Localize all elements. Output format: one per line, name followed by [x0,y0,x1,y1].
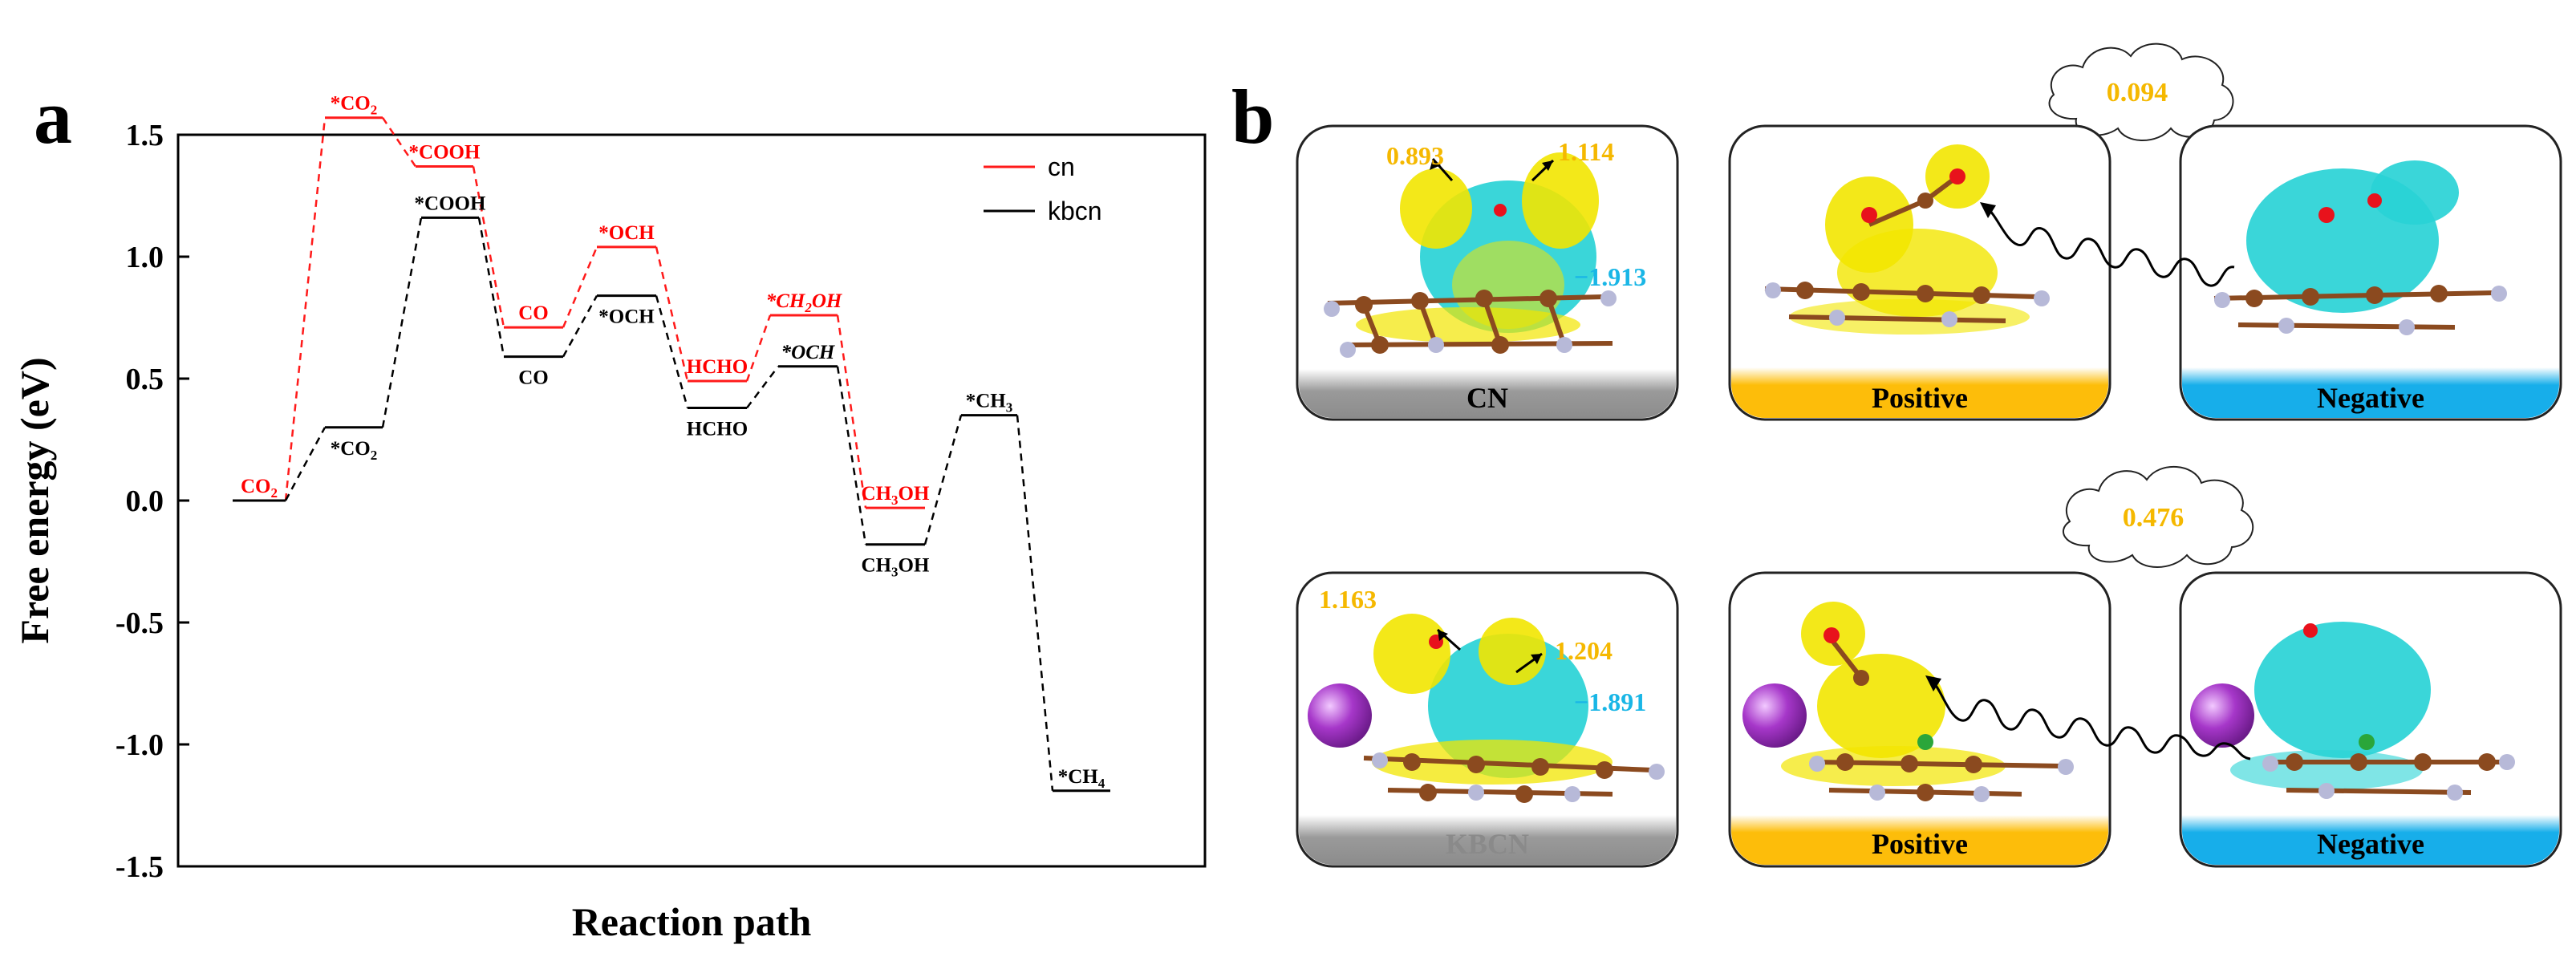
kbcn-energy-levels [233,216,1110,793]
cloud-value-cn: 0.094 [2107,78,2168,107]
plot-frame [176,133,1207,868]
box-kbcn-density: 1.163 1.204 −1.891 KBCN [1296,571,1679,868]
cloud-shape [2063,466,2254,568]
kbcn-connector [284,427,327,501]
band-gray [1299,369,1676,418]
cn-state-label: HCHO [687,356,748,378]
cn-state-label: *CO2 [331,93,378,118]
box-positive-cn: Positive [1728,124,2112,421]
cn-connector-lines [284,117,867,509]
kbcn-connector [562,295,598,358]
y-tick-label: -0.5 [116,606,164,640]
kbcn-connector [746,366,779,409]
cn-connector [562,246,598,328]
x-axis-title: Reaction path [572,899,812,944]
charge-label-c2: 1.114 [1558,137,1614,166]
cn-connector [284,117,327,501]
kbcn-state-label: *CO2 [331,438,378,463]
kbcn-connector [655,295,689,408]
charge-transfer-cloud-cn: 0.094 [2048,43,2234,141]
kbcn-connector-lines [284,217,1054,791]
state-labels: *CO2 *COOH CO *OCH HCHO *OCH CH3OH *CH3 *CH4 CO2 *… [241,93,1105,791]
legend: cn kbcn [984,152,1102,225]
legend-label-kbcn: kbcn [1048,197,1102,225]
charge-label-c2: 1.204 [1555,636,1613,665]
potassium-atom [1308,683,1372,748]
kbcn-connector [836,366,867,545]
y-tick-label: 0.0 [126,485,164,518]
y-tick-label: -1.5 [116,850,164,884]
charge-label-c1: 0.893 [1386,141,1444,170]
kbcn-state-label: *OCH [781,342,836,363]
kbcn-state-label: *CH4 [1058,766,1105,791]
box-label-kbcn: KBCN [1446,828,1529,860]
y-tick-label: 1.5 [126,119,164,152]
band-gray [1299,815,1676,865]
band-blue [2182,815,2559,865]
box-label-negative-kbcn: Negative [2317,828,2424,860]
kbcn-connector [1016,415,1054,791]
y-tick-label: -1.0 [116,728,164,762]
kbcn-state-label: CH3OH [862,555,930,580]
kbcn-state-label: *COOH [415,193,486,214]
potassium-atom [2190,683,2254,748]
charge-label-neg: −1.891 [1574,687,1646,716]
cn-connector [655,246,689,382]
box-label-cn: CN [1466,382,1508,414]
box-negative-cn: Negative [2179,124,2562,421]
kbcn-state-label: CO [518,367,549,389]
charge-label-c1: 1.163 [1319,585,1377,614]
transfer-arrowhead-cn [1980,202,1996,218]
box-positive-kbcn: Positive [1728,571,2112,868]
cn-state-label: *OCH [598,222,655,244]
band-yellow [1731,367,2108,418]
charge-label-neg: −1.913 [1574,262,1646,291]
kbcn-state-label: HCHO [687,418,748,440]
cn-state-label: *COOH [409,142,481,164]
cn-connector [745,314,772,382]
potassium-atom [1742,683,1807,748]
cn-state-label: CH3OH [862,483,930,508]
kbcn-connector [477,217,505,357]
y-tick-label: 0.5 [126,363,164,396]
cloud-value-kbcn: 0.476 [2123,503,2185,533]
y-axis-ticks: -1.5 -1.0 -0.5 0.0 0.5 1.0 1.5 [116,119,189,884]
panel-a-letter: a [34,74,72,160]
cn-state-label: *CH2OH [766,290,843,315]
transfer-arrowhead-kbcn [1925,675,1941,691]
row-kbcn: 1.163 1.204 −1.891 KBCN Positive [1296,571,2562,868]
transfer-wave-kbcn [1930,679,2251,760]
box-label-positive-cn: Positive [1872,382,1968,414]
box-negative-kbcn: Negative [2179,571,2562,868]
cn-state-label: CO [518,302,549,324]
kbcn-state-label: *OCH [598,306,655,328]
kbcn-connector [381,217,423,428]
cn-state-label: CO2 [241,476,278,501]
box-cn-density: 0.893 1.114 −1.913 CN [1296,124,1679,421]
box-label-negative-cn: Negative [2317,382,2424,414]
charge-transfer-cloud-kbcn: 0.476 [2063,466,2254,568]
band-yellow [1731,815,2108,865]
panel-b-letter: b [1231,74,1274,160]
cn-connector [836,314,867,509]
transfer-wave-cn [1985,205,2235,287]
cn-connector [381,117,417,168]
energy-profile-chart: -1.5 -1.0 -0.5 0.0 0.5 1.0 1.5 *CO2 *COOH CO *OCH… [12,93,1207,944]
band-blue [2182,367,2559,418]
cn-connector [472,166,505,328]
row-cn: 0.893 1.114 −1.913 CN Positive [1296,124,2562,421]
box-label-positive-kbcn: Positive [1872,828,1968,860]
y-tick-label: 1.0 [126,241,164,274]
legend-label-cn: cn [1048,152,1075,181]
kbcn-connector [923,415,963,545]
y-axis-title: Free energy (eV) [12,357,57,643]
kbcn-state-label: *CH3 [966,391,1013,416]
